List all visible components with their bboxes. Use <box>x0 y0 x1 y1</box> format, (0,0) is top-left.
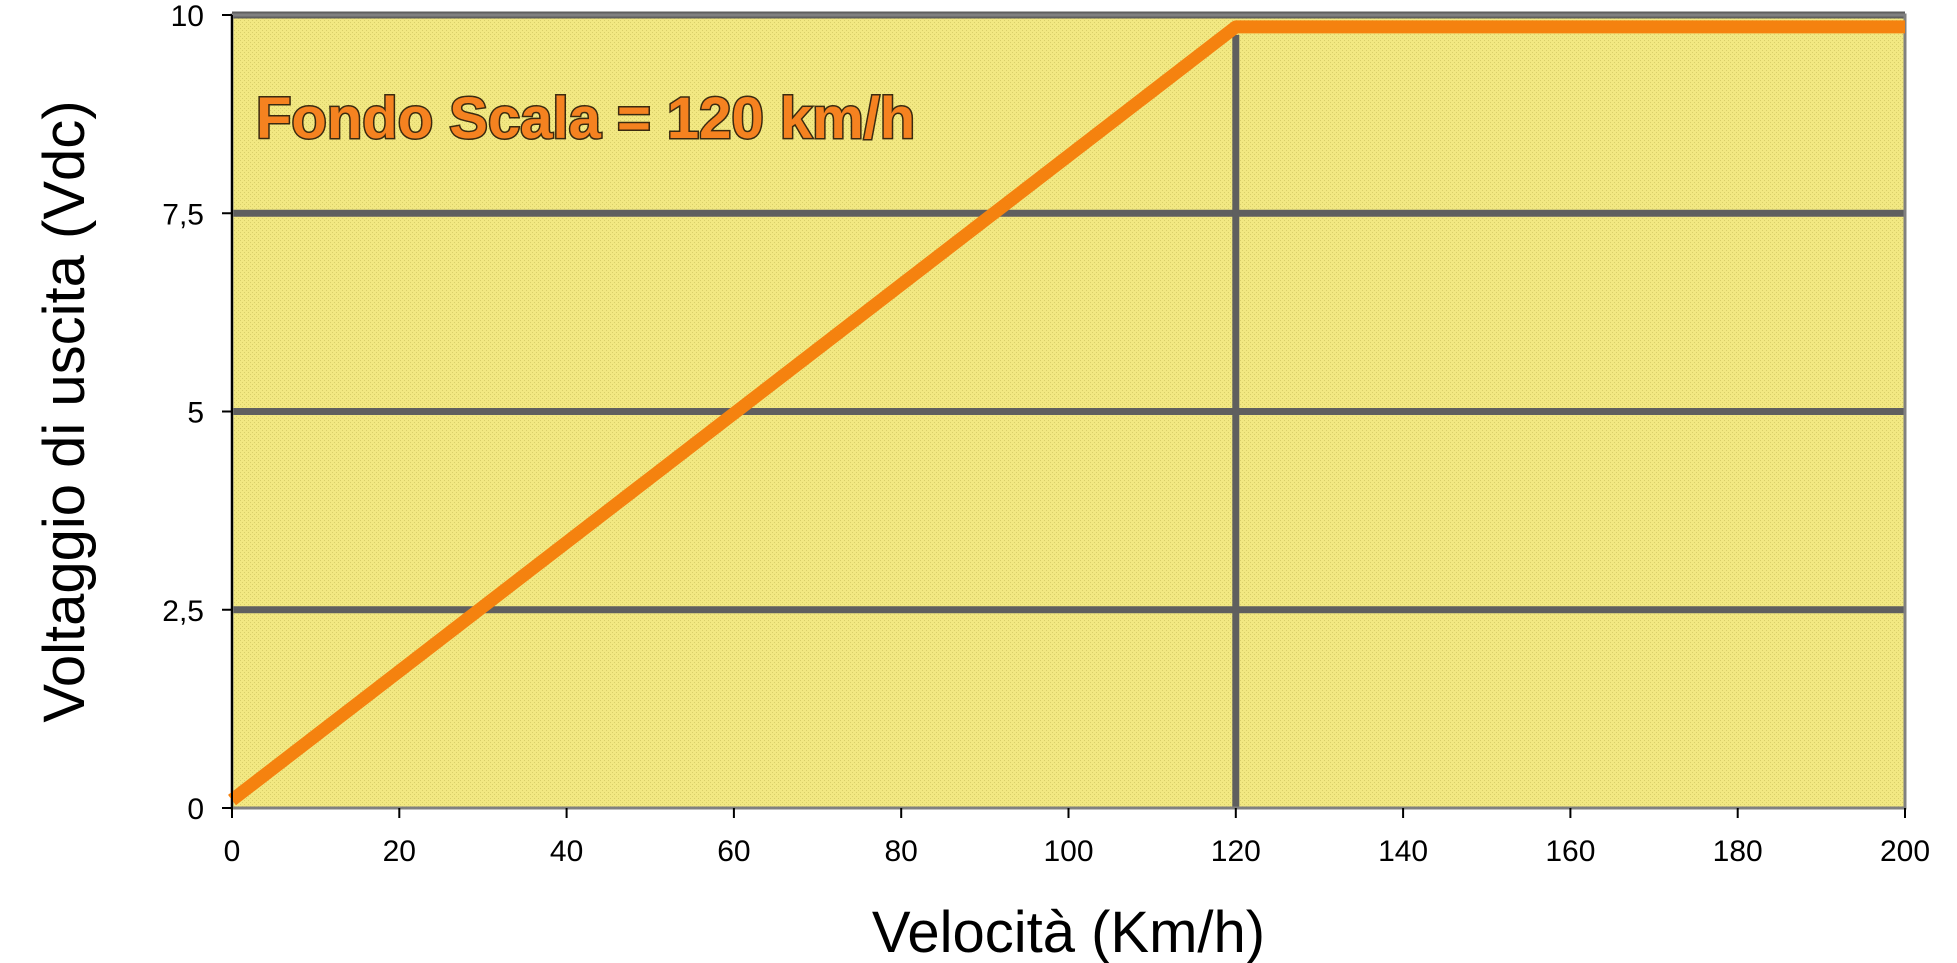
y-axis-title: Voltaggio di uscita (Vdc) <box>32 100 97 722</box>
x-axis-ticks: 0 20 40 60 80 100 120 140 160 180 200 <box>224 808 1930 868</box>
x-axis-title: Velocità (Km/h) <box>872 900 1265 963</box>
full-scale-annotation: Fondo Scala = 120 km/h <box>256 86 915 151</box>
x-tick-label: 80 <box>885 835 918 868</box>
x-tick-label: 60 <box>717 835 750 868</box>
x-tick-label: 200 <box>1880 835 1930 868</box>
y-tick-label: 5 <box>187 397 204 430</box>
series-layer <box>228 20 1905 806</box>
y-tick-label: 0 <box>187 793 204 826</box>
x-tick-label: 160 <box>1545 835 1595 868</box>
x-tick-label: 0 <box>224 835 241 868</box>
x-tick-label: 180 <box>1713 835 1763 868</box>
x-tick-label: 120 <box>1211 835 1261 868</box>
y-axis-ticks: 0 2,5 5 7,5 10 <box>162 0 233 826</box>
x-tick-label: 140 <box>1378 835 1428 868</box>
x-tick-label: 40 <box>550 835 583 868</box>
y-tick-label: 10 <box>171 0 204 33</box>
x-tick-label: 100 <box>1043 835 1093 868</box>
series-line <box>228 20 1905 806</box>
y-tick-label: 7,5 <box>162 198 204 231</box>
y-tick-label: 2,5 <box>162 595 204 628</box>
x-tick-label: 20 <box>383 835 416 868</box>
